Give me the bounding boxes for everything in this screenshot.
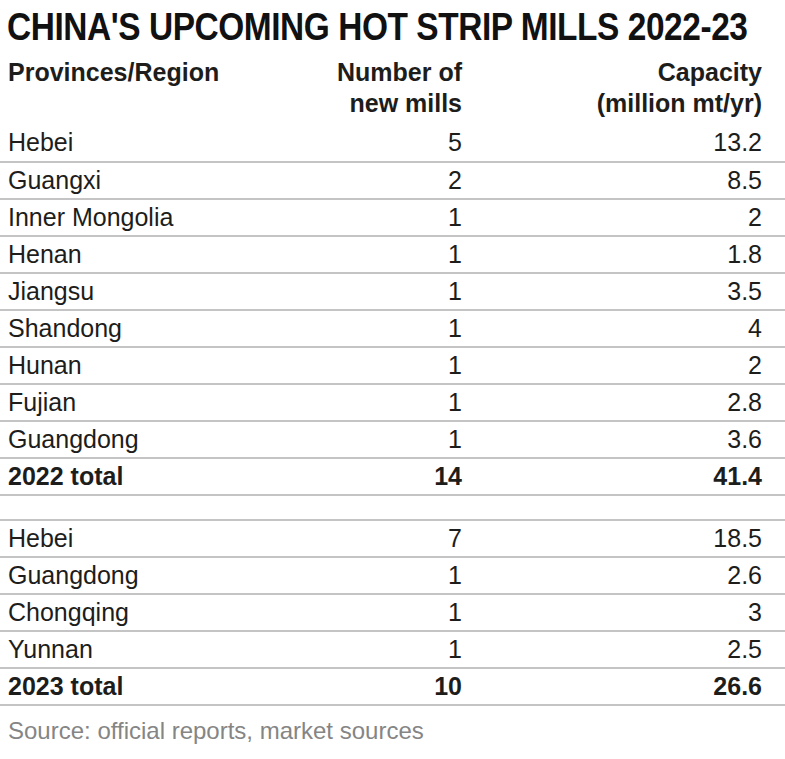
region-cell: 2022 total xyxy=(0,458,300,495)
capacity-cell: 41.4 xyxy=(462,458,785,495)
region-cell: Inner Mongolia xyxy=(0,199,300,236)
table-row: Yunnan12.5 xyxy=(0,631,785,668)
region-cell: Fujian xyxy=(0,384,300,421)
table-row: Guangxi28.5 xyxy=(0,162,785,199)
capacity-cell: 3.6 xyxy=(462,421,785,458)
table-row: Jiangsu13.5 xyxy=(0,273,785,310)
region-cell: Hunan xyxy=(0,347,300,384)
capacity-cell: 4 xyxy=(462,310,785,347)
table-row: Shandong14 xyxy=(0,310,785,347)
capacity-cell: 3.5 xyxy=(462,273,785,310)
capacity-cell: 2 xyxy=(462,347,785,384)
mills-cell: 10 xyxy=(300,668,462,705)
table-row: Chongqing13 xyxy=(0,594,785,631)
region-cell: Chongqing xyxy=(0,594,300,631)
column-header-region-label: Provinces/Region xyxy=(8,57,300,88)
region-cell: Hebei xyxy=(0,125,300,162)
mills-cell: 7 xyxy=(300,520,462,557)
table-row: Henan11.8 xyxy=(0,236,785,273)
table-row: Guangdong12.6 xyxy=(0,557,785,594)
table-row: Guangdong13.6 xyxy=(0,421,785,458)
capacity-cell: 2.5 xyxy=(462,631,785,668)
capacity-cell: 2.8 xyxy=(462,384,785,421)
table-header: Provinces/Region Number of new mills Cap… xyxy=(0,57,785,125)
column-header-region: Provinces/Region xyxy=(0,57,300,125)
capacity-cell: 18.5 xyxy=(462,520,785,557)
capacity-cell: 3 xyxy=(462,594,785,631)
section-divider-cell xyxy=(0,495,785,520)
mills-table: Provinces/Region Number of new mills Cap… xyxy=(0,57,785,706)
mills-cell: 1 xyxy=(300,631,462,668)
mills-cell: 1 xyxy=(300,310,462,347)
mills-cell: 1 xyxy=(300,557,462,594)
page-title: CHINA'S UPCOMING HOT STRIP MILLS 2022-23 xyxy=(0,0,691,49)
capacity-cell: 2.6 xyxy=(462,557,785,594)
column-header-mills-line1: Number of xyxy=(300,57,462,88)
capacity-cell: 1.8 xyxy=(462,236,785,273)
table-row: Inner Mongolia12 xyxy=(0,199,785,236)
region-cell: Hebei xyxy=(0,520,300,557)
region-cell: Guangxi xyxy=(0,162,300,199)
region-cell: Guangdong xyxy=(0,557,300,594)
mills-cell: 1 xyxy=(300,384,462,421)
region-cell: Jiangsu xyxy=(0,273,300,310)
total-row: 2023 total1026.6 xyxy=(0,668,785,705)
mills-cell: 1 xyxy=(300,236,462,273)
table-body: Hebei513.2Guangxi28.5Inner Mongolia12Hen… xyxy=(0,125,785,705)
region-cell: Guangdong xyxy=(0,421,300,458)
capacity-cell: 8.5 xyxy=(462,162,785,199)
mills-cell: 2 xyxy=(300,162,462,199)
table-row: Hebei513.2 xyxy=(0,125,785,162)
total-row: 2022 total1441.4 xyxy=(0,458,785,495)
region-cell: Yunnan xyxy=(0,631,300,668)
capacity-cell: 2 xyxy=(462,199,785,236)
capacity-cell: 26.6 xyxy=(462,668,785,705)
mills-cell: 1 xyxy=(300,347,462,384)
section-divider xyxy=(0,495,785,520)
capacity-cell: 13.2 xyxy=(462,125,785,162)
mills-cell: 1 xyxy=(300,199,462,236)
mills-cell: 1 xyxy=(300,421,462,458)
mills-cell: 14 xyxy=(300,458,462,495)
column-header-capacity-line2: (million mt/yr) xyxy=(462,88,785,119)
mills-cell: 1 xyxy=(300,273,462,310)
table-row: Hebei718.5 xyxy=(0,520,785,557)
mills-cell: 1 xyxy=(300,594,462,631)
region-cell: Henan xyxy=(0,236,300,273)
region-cell: Shandong xyxy=(0,310,300,347)
column-header-capacity: Capacity (million mt/yr) xyxy=(462,57,785,125)
column-header-capacity-line1: Capacity xyxy=(462,57,785,88)
table-row: Fujian12.8 xyxy=(0,384,785,421)
region-cell: 2023 total xyxy=(0,668,300,705)
header-row: Provinces/Region Number of new mills Cap… xyxy=(0,57,785,125)
column-header-mills-line2: new mills xyxy=(300,88,462,119)
source-note: Source: official reports, market sources xyxy=(8,717,785,745)
table-row: Hunan12 xyxy=(0,347,785,384)
mills-cell: 5 xyxy=(300,125,462,162)
column-header-mills: Number of new mills xyxy=(300,57,462,125)
